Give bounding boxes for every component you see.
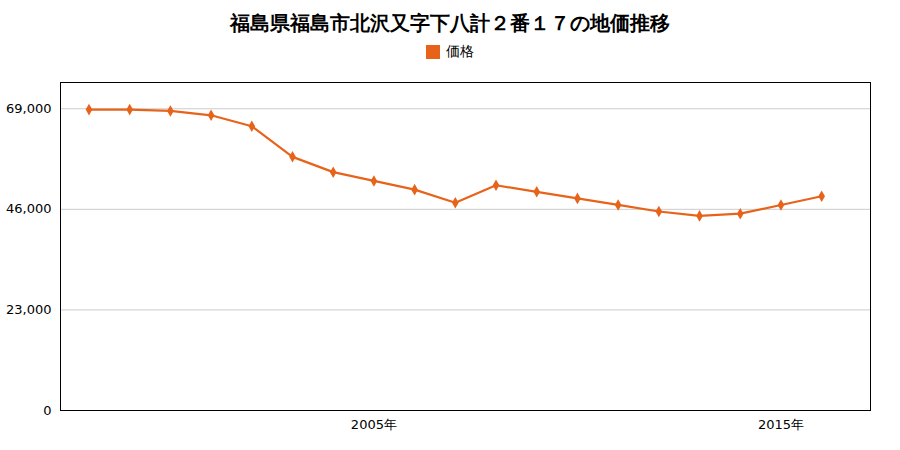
- svg-text:2015年: 2015年: [758, 417, 804, 432]
- html-text:価格: 価格: [446, 43, 474, 59]
- svg-text:0: 0: [43, 403, 51, 418]
- svg-text:2005年: 2005年: [351, 417, 397, 432]
- html-text:福島県福島市北沢又字下八計２番１７の地価推移: 福島県福島市北沢又字下八計２番１７の地価推移: [230, 11, 670, 35]
- svg-text:23,000: 23,000: [6, 302, 52, 317]
- svg-text:69,000: 69,000: [6, 101, 52, 116]
- svg-text:46,000: 46,000: [6, 201, 52, 216]
